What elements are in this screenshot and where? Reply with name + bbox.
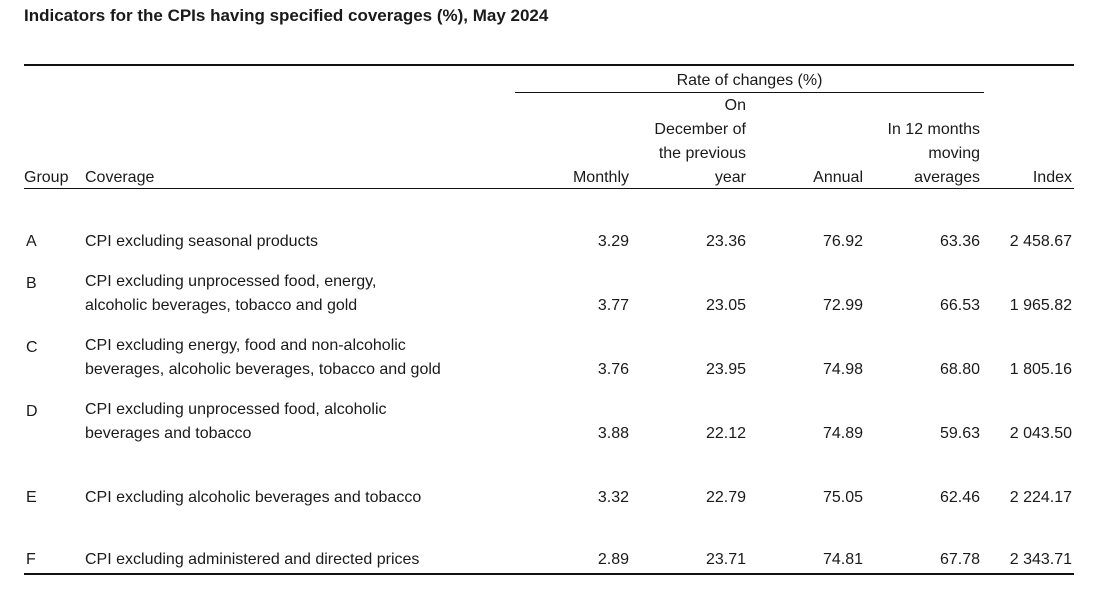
table-row: A CPI excluding seasonal products 3.29 2…	[0, 230, 1105, 278]
row-annual: 74.89	[822, 425, 863, 442]
row-annual: 76.92	[822, 233, 863, 250]
row-monthly: 3.29	[597, 233, 629, 250]
header-coverage: Coverage	[85, 169, 155, 186]
header-moving-line1: In 12 months	[887, 121, 981, 138]
header-on-december-line2: December of	[654, 121, 746, 138]
rate-of-changes-rule	[515, 92, 984, 93]
row-group: C	[26, 339, 38, 356]
header-annual: Annual	[813, 169, 863, 186]
header-moving-line3: averages	[914, 169, 980, 186]
row-coverage-line1: CPI excluding energy, food and non-alcoh…	[85, 337, 406, 354]
row-annual: 74.98	[822, 361, 863, 378]
row-december: 23.95	[705, 361, 746, 378]
table-row: D CPI excluding unprocessed food, alcoho…	[0, 398, 1105, 446]
row-group: F	[26, 551, 36, 568]
table-title: Indicators for the CPIs having specified…	[24, 6, 549, 25]
row-moving: 59.63	[939, 425, 980, 442]
header-on-december: On December of the previous year	[654, 94, 746, 190]
bottom-rule	[24, 573, 1074, 575]
header-monthly: Monthly	[572, 169, 629, 186]
row-monthly: 3.76	[597, 361, 629, 378]
table-row: B CPI excluding unprocessed food, energy…	[0, 270, 1105, 318]
row-monthly: 2.89	[597, 551, 629, 568]
header-group: Group	[24, 169, 69, 186]
row-coverage-line1: CPI excluding unprocessed food, alcoholi…	[85, 401, 387, 418]
row-coverage: CPI excluding alcoholic beverages and to…	[85, 489, 422, 506]
header-index: Index	[1032, 169, 1072, 186]
row-index: 2 458.67	[1009, 233, 1072, 250]
row-index: 2 043.50	[1009, 425, 1072, 442]
top-rule	[24, 64, 1074, 66]
row-index: 2 343.71	[1009, 551, 1072, 568]
row-annual: 75.05	[822, 489, 863, 506]
table-row: E CPI excluding alcoholic beverages and …	[0, 486, 1105, 534]
row-coverage-line2: beverages and tobacco	[85, 425, 252, 442]
header-moving-line2: moving	[928, 145, 980, 162]
row-december: 23.05	[705, 297, 746, 314]
row-index: 1 805.16	[1009, 361, 1072, 378]
row-december: 22.12	[705, 425, 746, 442]
row-moving: 62.46	[939, 489, 980, 506]
row-coverage-line2: beverages, alcoholic beverages, tobacco …	[85, 361, 441, 378]
header-on-december-line1: On	[724, 97, 746, 114]
row-moving: 68.80	[939, 361, 980, 378]
table-row: C CPI excluding energy, food and non-alc…	[0, 334, 1105, 382]
row-coverage: CPI excluding administered and directed …	[85, 551, 420, 568]
header-on-december-line3: the previous	[658, 145, 746, 162]
row-coverage-line2: alcoholic beverages, tobacco and gold	[85, 297, 358, 314]
row-coverage-line1: CPI excluding unprocessed food, energy,	[85, 273, 377, 290]
row-annual: 74.81	[822, 551, 863, 568]
row-annual: 72.99	[822, 297, 863, 314]
row-moving: 63.36	[939, 233, 980, 250]
row-moving: 66.53	[939, 297, 980, 314]
row-group: B	[26, 275, 37, 292]
header-on-december-line4: year	[714, 169, 746, 186]
header-rate-of-changes: Rate of changes (%)	[676, 72, 823, 89]
row-index: 2 224.17	[1009, 489, 1072, 506]
row-december: 23.36	[705, 233, 746, 250]
row-monthly: 3.88	[597, 425, 629, 442]
table-row: F CPI excluding administered and directe…	[0, 548, 1105, 572]
row-coverage: CPI excluding energy, food and non-alcoh…	[85, 334, 441, 382]
row-coverage: CPI excluding seasonal products	[85, 233, 319, 250]
row-moving: 67.78	[939, 551, 980, 568]
row-monthly: 3.32	[597, 489, 629, 506]
row-december: 22.79	[705, 489, 746, 506]
row-group: D	[26, 403, 38, 420]
row-index: 1 965.82	[1009, 297, 1072, 314]
row-coverage: CPI excluding unprocessed food, energy, …	[85, 270, 376, 318]
row-group: A	[26, 233, 37, 250]
row-december: 23.71	[705, 551, 746, 568]
row-coverage: CPI excluding unprocessed food, alcoholi…	[85, 398, 387, 446]
header-moving-averages: In 12 months moving averages	[888, 118, 981, 190]
header-rule	[24, 188, 1074, 189]
row-monthly: 3.77	[597, 297, 629, 314]
row-group: E	[26, 489, 37, 506]
